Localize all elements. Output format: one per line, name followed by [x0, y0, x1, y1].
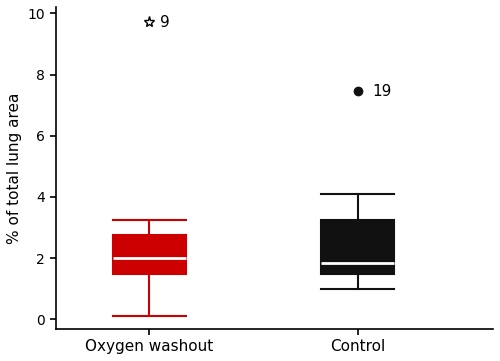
Bar	[113, 235, 186, 274]
Y-axis label: % of total lung area: % of total lung area	[7, 92, 22, 244]
Text: 9: 9	[160, 15, 170, 30]
Text: 19: 19	[372, 84, 392, 99]
Bar	[321, 220, 394, 274]
